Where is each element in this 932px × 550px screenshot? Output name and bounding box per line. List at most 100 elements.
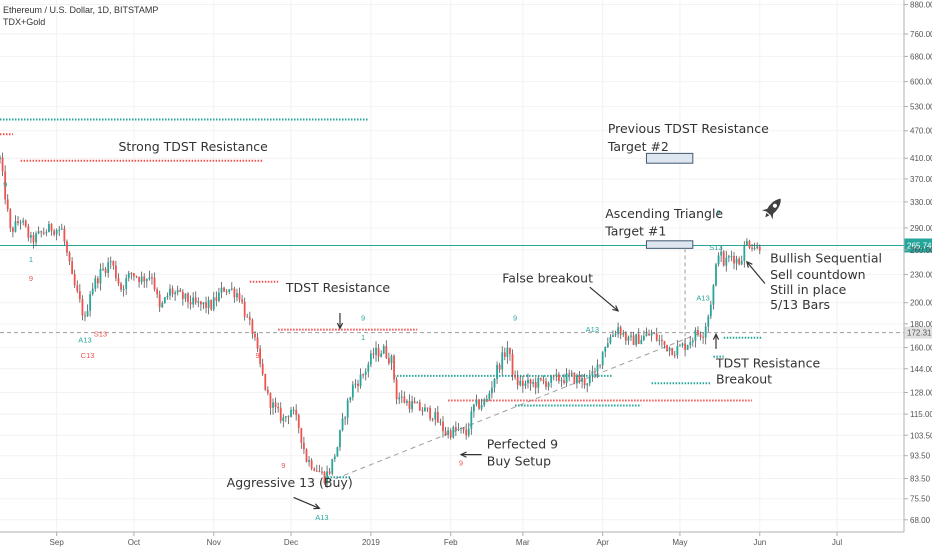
candlestick <box>24 219 27 228</box>
candlestick <box>509 347 511 361</box>
candlestick <box>333 453 336 462</box>
candle-body <box>532 382 535 384</box>
candle-body <box>344 417 347 419</box>
annotation-arrow <box>589 286 620 312</box>
candlestick <box>614 330 617 337</box>
candlestick <box>179 287 182 293</box>
candlestick <box>424 403 426 412</box>
candlestick <box>305 448 308 463</box>
candlestick <box>758 244 761 255</box>
candlestick <box>663 340 666 349</box>
candlestick <box>19 219 22 230</box>
candle-body <box>109 261 112 263</box>
candlestick <box>506 340 509 364</box>
candle-body <box>218 292 220 301</box>
candlestick <box>449 428 452 440</box>
candlestick <box>619 325 622 339</box>
candlestick <box>709 300 712 320</box>
candlestick <box>359 368 362 389</box>
candle-body <box>143 276 146 282</box>
candlestick <box>568 369 571 382</box>
candle-body <box>506 347 509 357</box>
candlestick <box>712 283 715 310</box>
candle-body <box>282 417 285 421</box>
candlestick <box>480 398 483 412</box>
candlestick <box>444 426 447 436</box>
candle-body <box>189 301 192 305</box>
candlestick <box>447 426 450 439</box>
candlestick <box>594 367 596 379</box>
candlestick <box>187 292 189 309</box>
candle-body <box>86 310 89 317</box>
candlestick <box>493 377 496 393</box>
candle-body <box>50 224 53 231</box>
candle-body <box>612 335 614 337</box>
candle-body <box>697 330 699 335</box>
candlestick <box>612 330 614 338</box>
candle-body <box>630 335 632 337</box>
candlestick <box>143 273 146 288</box>
x-tick-label: Nov <box>207 538 221 547</box>
candle-body <box>454 427 457 431</box>
candlestick <box>346 397 349 425</box>
candle-body <box>511 353 514 375</box>
candlestick <box>426 407 429 413</box>
x-tick-label: 2019 <box>362 538 380 547</box>
candlestick <box>11 226 14 238</box>
candle-body <box>709 304 712 317</box>
candlestick <box>511 349 514 381</box>
candlestick <box>442 416 444 438</box>
candle-body <box>740 260 743 265</box>
candle-body <box>568 373 571 375</box>
candle-body <box>297 415 300 429</box>
candle-body <box>359 374 362 387</box>
candle-body <box>576 375 578 384</box>
candlestick <box>702 332 705 344</box>
candlestick <box>387 352 390 366</box>
candle-body <box>125 278 128 289</box>
candlestick <box>472 404 475 418</box>
candle-body <box>436 412 439 423</box>
candlestick <box>557 371 560 384</box>
candlestick <box>673 350 676 359</box>
candle-body <box>534 382 537 388</box>
td-count-label: A13 <box>78 336 91 345</box>
arrow-shaft <box>589 286 619 312</box>
candlestick <box>112 260 115 270</box>
candlestick <box>287 415 290 425</box>
candlestick <box>161 301 164 309</box>
candlestick <box>272 398 274 415</box>
candlestick <box>174 290 177 301</box>
candle-body <box>112 261 115 266</box>
x-tick-label: Apr <box>596 538 609 547</box>
candlestick <box>532 378 535 388</box>
y-tick-label: 128.00 <box>910 389 932 398</box>
y-tick-label: 103.50 <box>910 431 932 440</box>
candlestick <box>668 346 671 357</box>
candle-body <box>408 400 411 410</box>
candlestick <box>344 416 347 426</box>
candle-body <box>395 379 398 400</box>
candlestick <box>176 285 179 296</box>
candlestick <box>279 402 282 424</box>
candle-body <box>424 407 426 412</box>
candle-body <box>321 471 323 473</box>
candlestick <box>27 223 30 242</box>
candle-body <box>460 428 462 430</box>
candle-body <box>194 297 197 303</box>
candlestick <box>66 239 68 256</box>
candle-body <box>462 428 465 430</box>
candlestick <box>55 228 58 241</box>
candlestick <box>545 377 547 390</box>
candlestick <box>704 322 707 345</box>
candlestick <box>717 252 720 267</box>
candle-body <box>434 412 437 420</box>
candle-body <box>503 352 506 357</box>
candlestick <box>653 332 656 335</box>
candlestick <box>233 286 236 303</box>
candle-body <box>632 335 635 345</box>
candlestick <box>148 270 151 281</box>
candle-body <box>27 226 30 238</box>
chart-annotation: Bullish Sequential <box>770 251 882 266</box>
